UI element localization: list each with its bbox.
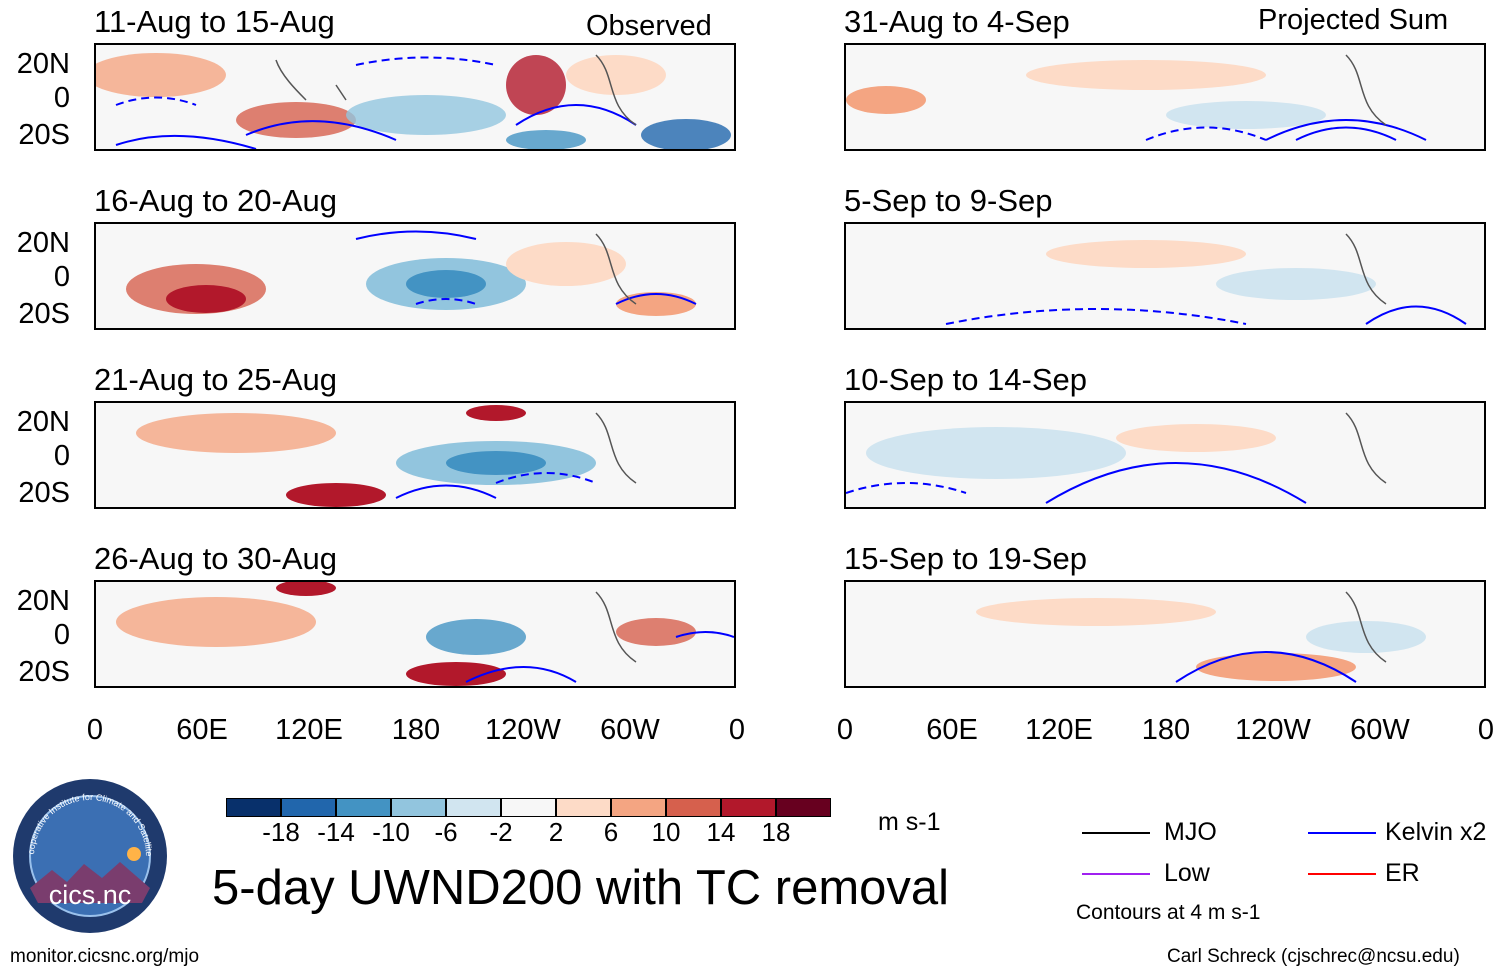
contour-note: Contours at 4 m s-1 <box>1076 901 1261 924</box>
legend-line-kelvin <box>1308 832 1376 834</box>
panel-title-r0: 31-Aug to 4-Sep <box>844 4 1070 39</box>
lon-label: 0 <box>728 714 746 746</box>
legend-label-mjo: MJO <box>1164 818 1217 846</box>
lat-label: 20S <box>18 119 70 151</box>
lon-label: 120W <box>485 714 561 746</box>
colorbar-box <box>666 798 721 817</box>
colorbar-box <box>501 798 556 817</box>
map-panel <box>844 43 1486 151</box>
colorbar-box <box>281 798 336 817</box>
panel-title-l2: 21-Aug to 25-Aug <box>94 362 338 397</box>
map-panel <box>94 401 736 509</box>
legend-line-mjo <box>1082 832 1150 834</box>
map-panel <box>94 43 736 151</box>
lon-label: 0 <box>1477 714 1495 746</box>
footer-url[interactable]: monitor.cicsnc.org/mjo <box>10 946 200 967</box>
map-panel <box>844 401 1486 509</box>
lat-label: 0 <box>53 261 70 293</box>
colorbar-box <box>721 798 776 817</box>
lat-label: 0 <box>53 619 70 651</box>
colorbar-box <box>391 798 446 817</box>
colorbar-tick: -6 <box>434 817 458 847</box>
lat-label: 20N <box>16 585 70 617</box>
projected-label: Projected Sum <box>1258 4 1449 36</box>
figure-title: 5-day UWND200 with TC removal <box>212 861 950 915</box>
panel-title-r3: 15-Sep to 19-Sep <box>844 541 1088 576</box>
lat-label: 20S <box>18 477 70 509</box>
colorbar-tick: -14 <box>317 817 355 847</box>
colorbar-tick: -2 <box>489 817 513 847</box>
panel-title-l1: 16-Aug to 20-Aug <box>94 183 338 218</box>
colorbar-box <box>336 798 391 817</box>
lon-label: 60W <box>600 714 660 746</box>
colorbar-box <box>776 798 831 817</box>
lon-label: 180 <box>1141 714 1191 746</box>
lon-label: 0 <box>836 714 854 746</box>
lon-label: 120E <box>1025 714 1093 746</box>
colorbar-box <box>611 798 666 817</box>
lon-label: 60E <box>176 714 228 746</box>
lat-label: 20N <box>16 48 70 80</box>
legend-label-low: Low <box>1164 859 1210 887</box>
lat-label: 20S <box>18 656 70 688</box>
cics-logo: Cooperative Institute for Climate and Sa… <box>9 770 168 934</box>
lat-label: 0 <box>53 440 70 472</box>
lon-label: 60E <box>926 714 978 746</box>
colorbar-tick: 10 <box>651 817 681 847</box>
map-panel <box>844 580 1486 688</box>
map-panel <box>94 580 736 688</box>
colorbar-box <box>446 798 501 817</box>
lat-label: 0 <box>53 82 70 114</box>
lon-label: 0 <box>86 714 104 746</box>
panel-title-r1: 5-Sep to 9-Sep <box>844 183 1053 218</box>
map-panel <box>844 222 1486 330</box>
colorbar-tick: 18 <box>761 817 791 847</box>
colorbar-tick: -18 <box>262 817 300 847</box>
panel-title-r2: 10-Sep to 14-Sep <box>844 362 1088 397</box>
lon-label: 120W <box>1235 714 1311 746</box>
footer-credit: Carl Schreck (cjschrec@ncsu.edu) <box>1167 946 1460 967</box>
lat-label: 20N <box>16 406 70 438</box>
colorbar-box <box>556 798 611 817</box>
lat-label: 20N <box>16 227 70 259</box>
logo-name: cics.nc <box>49 880 132 910</box>
legend-label-kelvin: Kelvin x2 <box>1385 818 1487 846</box>
legend-line-low <box>1082 873 1150 875</box>
legend-line-er <box>1308 873 1376 875</box>
panel-title-l0: 11-Aug to 15-Aug <box>94 4 335 39</box>
panel-title-l3: 26-Aug to 30-Aug <box>94 541 338 576</box>
lon-label: 60W <box>1350 714 1410 746</box>
lon-label: 120E <box>275 714 343 746</box>
colorbar-tick: 2 <box>548 817 564 847</box>
colorbar-tick: -10 <box>372 817 410 847</box>
units-label: m s-1 <box>878 808 941 836</box>
colorbar-tick: 6 <box>603 817 619 847</box>
colorbar-box <box>226 798 281 817</box>
legend-label-er: ER <box>1385 859 1420 887</box>
colorbar-tick: 14 <box>706 817 736 847</box>
lat-label: 20S <box>18 298 70 330</box>
lon-label: 180 <box>391 714 441 746</box>
map-panel <box>94 222 736 330</box>
observed-label: Observed <box>586 10 712 42</box>
